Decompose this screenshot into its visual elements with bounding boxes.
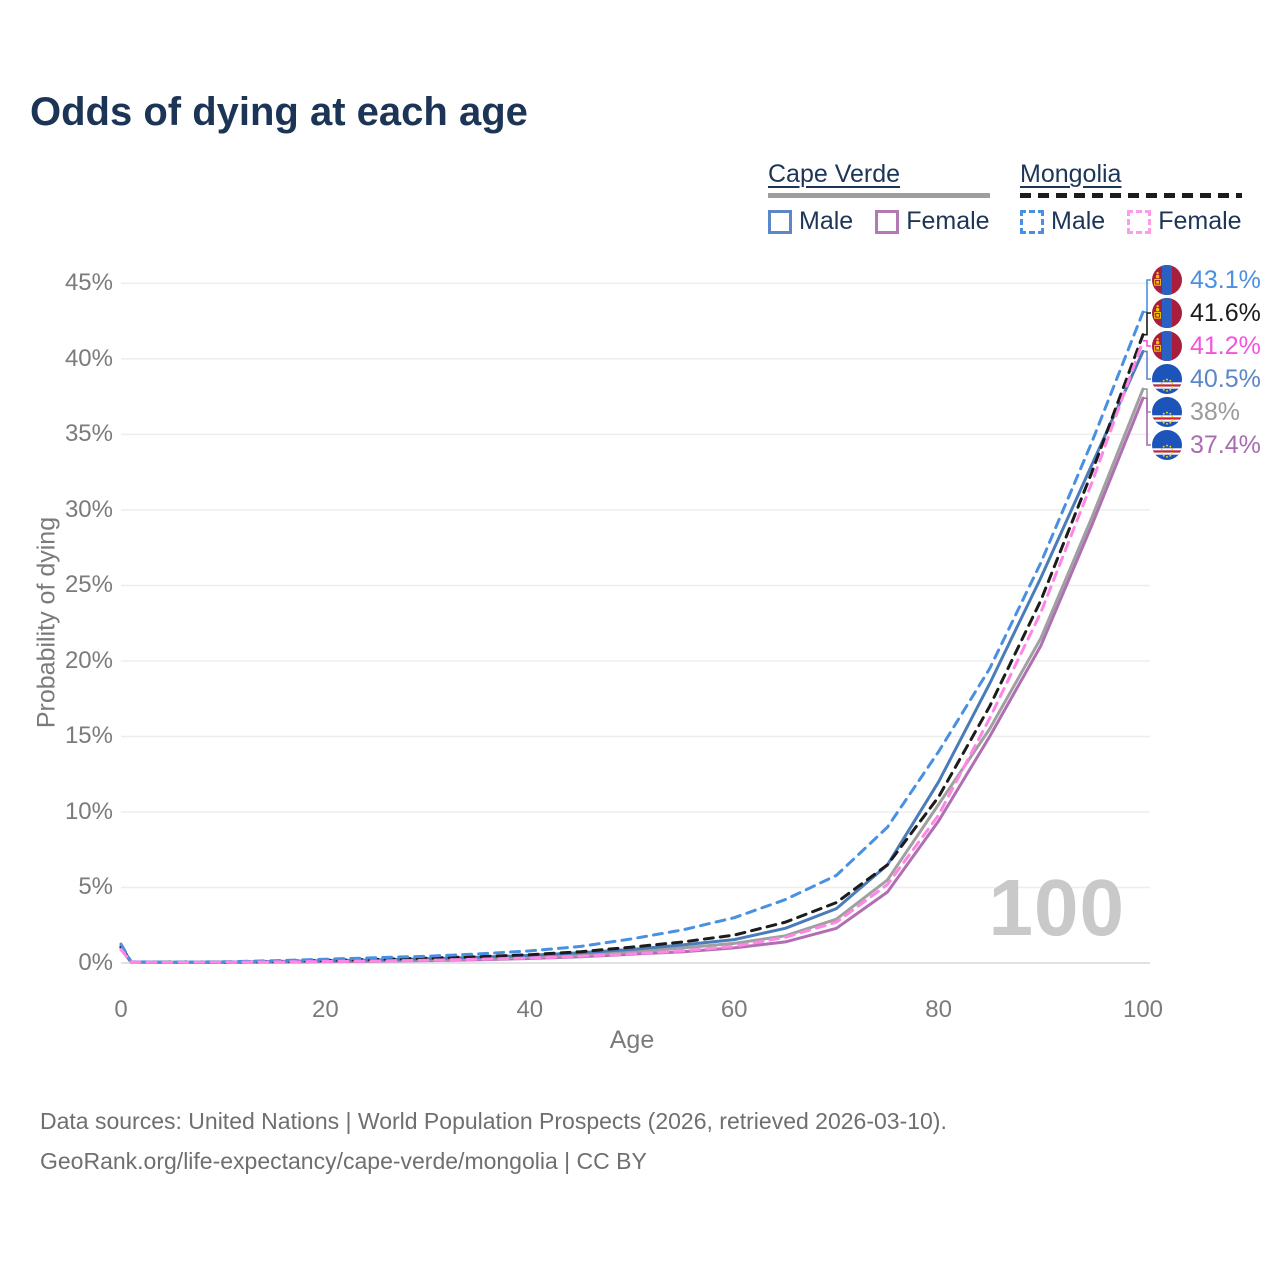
legend-group-cape-verde: Cape Verde Male Female: [768, 160, 990, 236]
x-axis-title: Age: [609, 1026, 655, 1054]
cape-verde-flag-icon: [1152, 364, 1182, 394]
legend-checkbox[interactable]: [768, 209, 792, 234]
legend-items: Male Female: [768, 207, 990, 236]
end-label-value: 41.2%: [1190, 331, 1261, 360]
x-tick-label: 20: [312, 996, 339, 1023]
leader-line: [1143, 397, 1151, 446]
end-label-mongolia: 41.6%: [1152, 297, 1261, 329]
legend-item-label: Female: [1158, 207, 1242, 235]
footer-data-sources: Data sources: United Nations | World Pop…: [40, 1108, 947, 1134]
y-tick-label: 30%: [64, 495, 113, 523]
legend-item-mongolia-female[interactable]: Female: [1127, 207, 1242, 236]
y-axis-title: Probability of dying: [32, 516, 61, 729]
end-label-cape-verde-female: 37.4%: [1152, 429, 1261, 461]
leader-line: [1143, 312, 1151, 336]
legend-items: Male Female: [1020, 207, 1242, 236]
end-label-value: 40.5%: [1190, 364, 1261, 393]
legend-item-cape-verde-female[interactable]: Female: [875, 207, 990, 236]
x-tick-label: 40: [516, 996, 544, 1023]
legend-checkbox[interactable]: [1020, 209, 1044, 234]
legend-country-line-sample: [1020, 193, 1242, 198]
end-label-value: 37.4%: [1190, 430, 1261, 459]
chart-title: Odds of dying at each age: [30, 90, 528, 134]
end-label-value: 38%: [1190, 397, 1241, 426]
y-tick-label: 15%: [64, 722, 113, 750]
age-watermark: 100: [988, 863, 1125, 952]
legend-country-line-sample: [768, 193, 990, 198]
end-label-mongolia-male: 43.1%: [1152, 264, 1261, 296]
end-label-value: 43.1%: [1190, 265, 1261, 294]
legend-item-label: Male: [799, 207, 854, 235]
series-line-mongolia-female: [119, 339, 1145, 964]
end-label-cape-verde-male: 40.5%: [1152, 363, 1261, 395]
end-label-mongolia-female: 41.2%: [1152, 330, 1261, 362]
legend-checkbox[interactable]: [875, 209, 900, 234]
x-tick-label: 0: [114, 996, 128, 1023]
y-tick-label: 25%: [64, 571, 113, 599]
leader-line: [1143, 340, 1151, 347]
mongolia-flag-icon: [1152, 298, 1182, 328]
y-tick-label: 35%: [64, 420, 113, 448]
cape-verde-flag-icon: [1152, 430, 1182, 460]
end-label-value: 41.6%: [1190, 298, 1261, 327]
legend-item-mongolia-male[interactable]: Male: [1020, 207, 1105, 236]
legend-item-label: Male: [1051, 207, 1106, 235]
y-tick-label: 20%: [64, 646, 113, 674]
y-tick-label: 45%: [64, 269, 113, 297]
leader-line: [1143, 279, 1151, 313]
x-tick-label: 100: [1122, 996, 1164, 1023]
legend-country-name[interactable]: Mongolia: [1020, 160, 1122, 188]
y-tick-label: 0%: [78, 949, 113, 976]
footer-attribution: GeoRank.org/life-expectancy/cape-verde/m…: [40, 1148, 647, 1174]
legend-item-label: Female: [906, 207, 990, 235]
x-tick-label: 80: [925, 996, 952, 1023]
mongolia-flag-icon: [1152, 265, 1182, 295]
y-tick-label: 40%: [64, 344, 113, 372]
leader-line: [1143, 350, 1151, 380]
y-tick-label: 10%: [64, 797, 113, 825]
legend-item-cape-verde-male[interactable]: Male: [768, 207, 853, 236]
legend-group-mongolia: Mongolia Male Female: [1020, 160, 1242, 236]
end-label-cape-verde: 38%: [1152, 396, 1240, 428]
x-tick-label: 60: [720, 996, 748, 1023]
legend-checkbox[interactable]: [1127, 209, 1152, 234]
mongolia-flag-icon: [1152, 331, 1182, 361]
legend-country-name[interactable]: Cape Verde: [768, 160, 901, 188]
y-tick-label: 5%: [78, 873, 113, 901]
cape-verde-flag-icon: [1152, 397, 1182, 427]
